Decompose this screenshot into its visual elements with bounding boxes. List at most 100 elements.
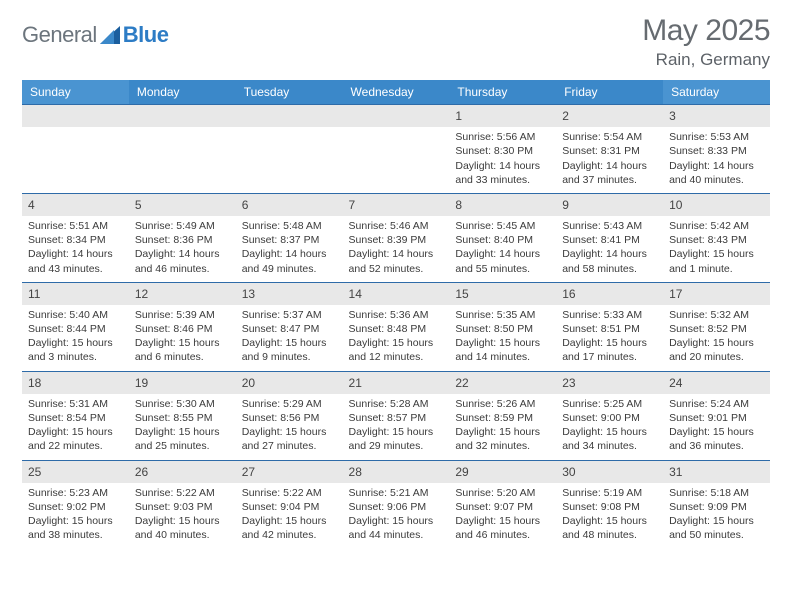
sunrise-line: Sunrise: 5:45 AM (455, 219, 550, 233)
daylight-line: Daylight: 15 hours and 25 minutes. (135, 425, 230, 453)
weekday-header: Friday (556, 80, 663, 105)
sunrise-line: Sunrise: 5:21 AM (349, 486, 444, 500)
day-detail-cell: Sunrise: 5:32 AMSunset: 8:52 PMDaylight:… (663, 305, 770, 371)
daylight-line: Daylight: 15 hours and 17 minutes. (562, 336, 657, 364)
sunset-line: Sunset: 9:02 PM (28, 500, 123, 514)
sunset-line: Sunset: 9:01 PM (669, 411, 764, 425)
day-number-cell: 15 (449, 282, 556, 305)
sunset-line: Sunset: 8:40 PM (455, 233, 550, 247)
day-number-cell: 16 (556, 282, 663, 305)
sunrise-line: Sunrise: 5:49 AM (135, 219, 230, 233)
day-detail-cell: Sunrise: 5:37 AMSunset: 8:47 PMDaylight:… (236, 305, 343, 371)
daylight-line: Daylight: 14 hours and 46 minutes. (135, 247, 230, 275)
sunrise-line: Sunrise: 5:46 AM (349, 219, 444, 233)
day-detail-cell: Sunrise: 5:20 AMSunset: 9:07 PMDaylight:… (449, 483, 556, 549)
weekday-header: Thursday (449, 80, 556, 105)
daylight-line: Daylight: 14 hours and 52 minutes. (349, 247, 444, 275)
sunset-line: Sunset: 9:07 PM (455, 500, 550, 514)
daylight-line: Daylight: 15 hours and 46 minutes. (455, 514, 550, 542)
day-number-cell: 2 (556, 105, 663, 128)
sunset-line: Sunset: 8:33 PM (669, 144, 764, 158)
sunset-line: Sunset: 9:03 PM (135, 500, 230, 514)
title-location: Rain, Germany (642, 50, 770, 70)
sunrise-line: Sunrise: 5:51 AM (28, 219, 123, 233)
day-number-cell: 21 (343, 371, 450, 394)
daynum-row: 45678910 (22, 193, 770, 216)
day-number-cell: 19 (129, 371, 236, 394)
sunset-line: Sunset: 8:51 PM (562, 322, 657, 336)
day-number-cell: 17 (663, 282, 770, 305)
day-number-cell: 26 (129, 460, 236, 483)
detail-row: Sunrise: 5:51 AMSunset: 8:34 PMDaylight:… (22, 216, 770, 282)
daylight-line: Daylight: 15 hours and 44 minutes. (349, 514, 444, 542)
day-number-cell: 1 (449, 105, 556, 128)
daylight-line: Daylight: 15 hours and 6 minutes. (135, 336, 230, 364)
daynum-row: 25262728293031 (22, 460, 770, 483)
calendar-table: SundayMondayTuesdayWednesdayThursdayFrid… (22, 80, 770, 549)
day-detail-cell: Sunrise: 5:22 AMSunset: 9:04 PMDaylight:… (236, 483, 343, 549)
sunset-line: Sunset: 8:43 PM (669, 233, 764, 247)
detail-row: Sunrise: 5:40 AMSunset: 8:44 PMDaylight:… (22, 305, 770, 371)
day-detail-cell: Sunrise: 5:33 AMSunset: 8:51 PMDaylight:… (556, 305, 663, 371)
sunrise-line: Sunrise: 5:22 AM (242, 486, 337, 500)
daylight-line: Daylight: 15 hours and 40 minutes. (135, 514, 230, 542)
sunset-line: Sunset: 8:50 PM (455, 322, 550, 336)
day-number-cell: 28 (343, 460, 450, 483)
daylight-line: Daylight: 15 hours and 34 minutes. (562, 425, 657, 453)
empty-cell (236, 127, 343, 193)
daylight-line: Daylight: 15 hours and 38 minutes. (28, 514, 123, 542)
day-detail-cell: Sunrise: 5:56 AMSunset: 8:30 PMDaylight:… (449, 127, 556, 193)
daylight-line: Daylight: 15 hours and 32 minutes. (455, 425, 550, 453)
day-number-cell: 9 (556, 193, 663, 216)
sunrise-line: Sunrise: 5:25 AM (562, 397, 657, 411)
day-number-cell: 25 (22, 460, 129, 483)
sunrise-line: Sunrise: 5:48 AM (242, 219, 337, 233)
day-detail-cell: Sunrise: 5:45 AMSunset: 8:40 PMDaylight:… (449, 216, 556, 282)
flag-icon (100, 26, 120, 44)
day-detail-cell: Sunrise: 5:26 AMSunset: 8:59 PMDaylight:… (449, 394, 556, 460)
empty-cell (236, 105, 343, 128)
sunset-line: Sunset: 8:47 PM (242, 322, 337, 336)
sunset-line: Sunset: 8:44 PM (28, 322, 123, 336)
sunset-line: Sunset: 8:37 PM (242, 233, 337, 247)
empty-cell (129, 105, 236, 128)
sunrise-line: Sunrise: 5:22 AM (135, 486, 230, 500)
sunset-line: Sunset: 9:09 PM (669, 500, 764, 514)
sunrise-line: Sunrise: 5:56 AM (455, 130, 550, 144)
sunset-line: Sunset: 8:56 PM (242, 411, 337, 425)
day-detail-cell: Sunrise: 5:49 AMSunset: 8:36 PMDaylight:… (129, 216, 236, 282)
empty-cell (343, 105, 450, 128)
weekday-header-row: SundayMondayTuesdayWednesdayThursdayFrid… (22, 80, 770, 105)
daylight-line: Daylight: 15 hours and 12 minutes. (349, 336, 444, 364)
empty-cell (343, 127, 450, 193)
sunrise-line: Sunrise: 5:23 AM (28, 486, 123, 500)
daynum-row: 123 (22, 105, 770, 128)
day-number-cell: 18 (22, 371, 129, 394)
day-number-cell: 5 (129, 193, 236, 216)
detail-row: Sunrise: 5:56 AMSunset: 8:30 PM Daylight:… (22, 127, 770, 193)
day-number-cell: 14 (343, 282, 450, 305)
day-detail-cell: Sunrise: 5:40 AMSunset: 8:44 PMDaylight:… (22, 305, 129, 371)
daylight-line: Daylight: 15 hours and 3 minutes. (28, 336, 123, 364)
day-number-cell: 30 (556, 460, 663, 483)
day-detail-cell: Sunrise: 5:54 AMSunset: 8:31 PMDaylight:… (556, 127, 663, 193)
day-detail-cell: Sunrise: 5:39 AMSunset: 8:46 PMDaylight:… (129, 305, 236, 371)
sunset-line: Sunset: 8:54 PM (28, 411, 123, 425)
sunset-line: Sunset: 9:06 PM (349, 500, 444, 514)
sunset-line: Sunset: 8:31 PM (562, 144, 657, 158)
daylight-line: Daylight: 14 hours and 37 minutes. (562, 159, 657, 187)
daylight-line: Daylight: 15 hours and 29 minutes. (349, 425, 444, 453)
sunrise-line: Sunrise: 5:35 AM (455, 308, 550, 322)
sunset-line: Sunset: 8:30 PM (455, 144, 550, 158)
day-number-cell: 27 (236, 460, 343, 483)
day-detail-cell: Sunrise: 5:25 AMSunset: 9:00 PMDaylight:… (556, 394, 663, 460)
day-detail-cell: Sunrise: 5:22 AMSunset: 9:03 PMDaylight:… (129, 483, 236, 549)
sunrise-line: Sunrise: 5:40 AM (28, 308, 123, 322)
brand-logo: General Blue (22, 22, 168, 48)
sunrise-line: Sunrise: 5:42 AM (669, 219, 764, 233)
daylight-line: Daylight: 15 hours and 50 minutes. (669, 514, 764, 542)
day-number-cell: 13 (236, 282, 343, 305)
day-detail-cell: Sunrise: 5:21 AMSunset: 9:06 PMDaylight:… (343, 483, 450, 549)
detail-row: Sunrise: 5:31 AMSunset: 8:54 PMDaylight:… (22, 394, 770, 460)
sunset-line: Sunset: 9:08 PM (562, 500, 657, 514)
